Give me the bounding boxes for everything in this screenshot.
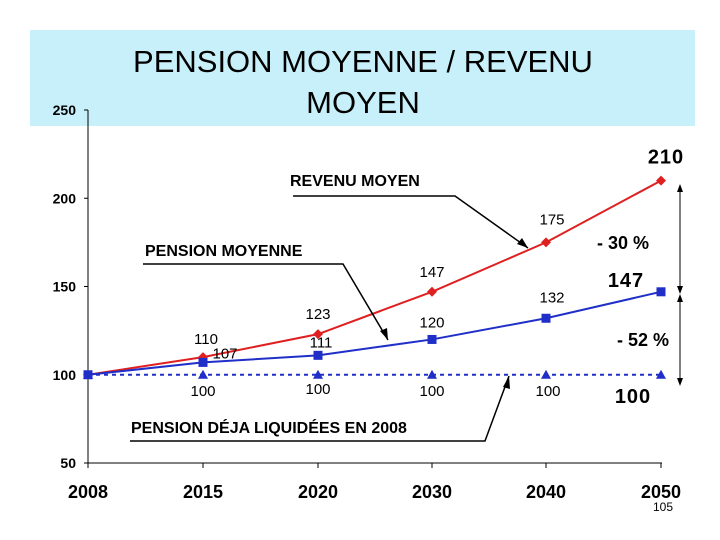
series-point [427, 334, 437, 344]
revenu-moyen-label: REVENU MOYEN [290, 173, 420, 190]
series-point [198, 357, 208, 367]
x-axis-ticks: 2008 2015 2020 2030 2040 2050 [68, 463, 681, 502]
series-point [541, 369, 551, 379]
y-tick-label: 200 [53, 190, 77, 206]
series-point [427, 369, 437, 379]
data-label: 120 [419, 314, 444, 331]
series-point [656, 287, 666, 297]
series-line [87, 290, 662, 376]
page-number: 105 [653, 500, 673, 514]
bracket-30-arrow-bottom [677, 286, 683, 294]
data-label: 100 [419, 383, 444, 400]
pension-liquidees-label: PENSION DÉJA LIQUIDÉES EN 2008 [131, 418, 407, 437]
series-point [83, 369, 93, 379]
data-label: 100 [305, 381, 330, 398]
data-label: 100 [190, 383, 215, 400]
x-tick-label: 2008 [68, 482, 108, 502]
bracket-30-arrow-top [677, 184, 683, 192]
y-tick-label: 250 [53, 102, 77, 118]
data-label: 123 [305, 306, 330, 323]
data-label: 147 [419, 264, 444, 281]
data-labels: 110 123 147 175 210 107 111 120 132 147 100 100 100 1… [190, 147, 684, 408]
data-label: 175 [539, 211, 564, 228]
data-label: 100 [535, 383, 560, 400]
y-axis-ticks: 50 100 150 200 250 [53, 102, 88, 471]
series-point [541, 313, 551, 323]
pension-callout-line [143, 263, 389, 341]
pension-callout-arrowhead [380, 328, 388, 340]
x-tick-label: 2050 [641, 482, 681, 502]
series-point [313, 369, 323, 379]
title-band [30, 30, 695, 126]
x-tick-label: 2015 [183, 482, 223, 502]
data-label: 132 [539, 289, 564, 306]
reduction-30-label: - 30 % [597, 233, 649, 253]
data-label: 210 [648, 147, 684, 169]
liquidees-callout-line [130, 375, 510, 442]
chart-title-line-1: PENSION MOYENNE / REVENU [133, 44, 593, 79]
data-label: 107 [212, 345, 237, 362]
y-tick-label: 150 [53, 279, 77, 295]
x-tick-label: 2020 [298, 482, 338, 502]
chart-title-line-2: MOYEN [306, 85, 420, 120]
series-point [427, 286, 437, 297]
data-label: 100 [615, 386, 651, 408]
revenu-callout-arrowhead [517, 238, 528, 248]
data-label: 110 [194, 331, 218, 348]
revenu-callout-line [293, 195, 529, 249]
series-layer [83, 175, 666, 380]
y-tick-label: 50 [60, 455, 76, 471]
series-point [656, 369, 666, 379]
x-tick-label: 2030 [412, 482, 452, 502]
series-line [87, 179, 662, 376]
series-point [198, 369, 208, 379]
bracket-52-arrow-top [677, 294, 683, 302]
data-label: 111 [310, 334, 333, 351]
pension-moyenne-label: PENSION MOYENNE [145, 243, 303, 260]
reduction-52-label: - 52 % [617, 330, 669, 350]
data-label: 147 [608, 270, 644, 292]
series-point [313, 329, 323, 340]
bracket-52-arrow-bottom [677, 378, 683, 386]
series-point [313, 350, 323, 360]
series-point [656, 175, 666, 186]
y-tick-label: 100 [53, 367, 77, 383]
series-point [541, 237, 551, 248]
liquidees-callout-arrowhead [503, 376, 510, 389]
x-tick-label: 2040 [526, 482, 566, 502]
